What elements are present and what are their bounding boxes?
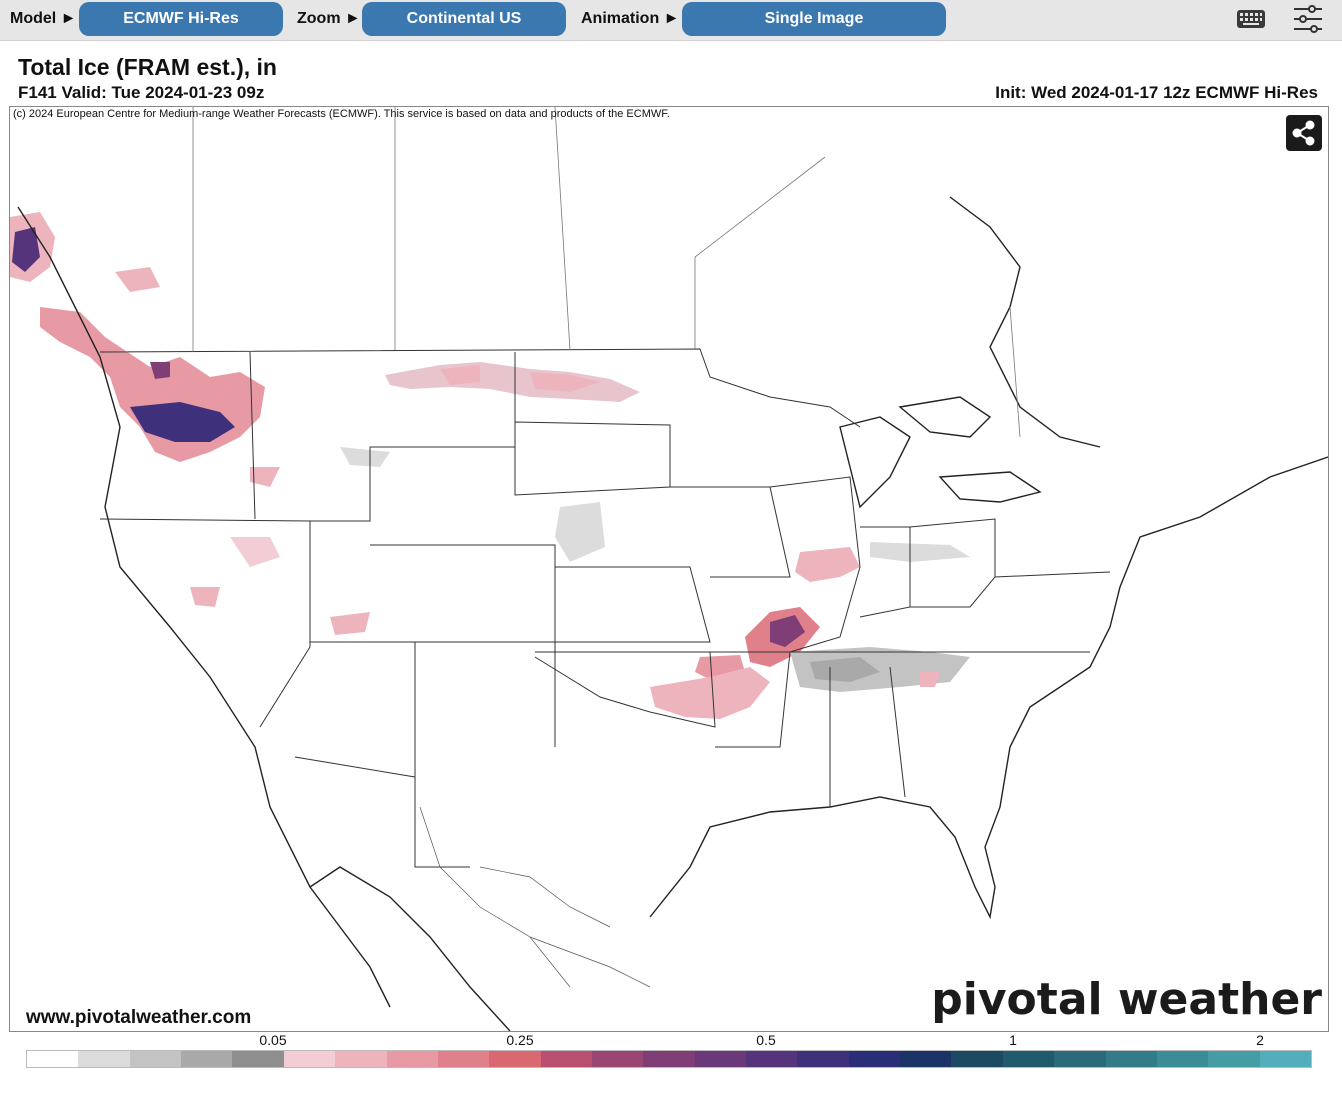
map-title: Total Ice (FRAM est.), in	[18, 54, 277, 80]
colorbar-label: 0.5	[756, 1032, 776, 1048]
colorbar-swatch	[437, 1051, 490, 1067]
keyboard-icon[interactable]	[1236, 9, 1266, 34]
colorbar-swatch	[591, 1051, 644, 1067]
colorbar-swatch	[540, 1051, 592, 1067]
colorbar-swatch	[1054, 1051, 1106, 1067]
site-url: www.pivotalweather.com	[26, 1007, 252, 1028]
sliders-icon[interactable]	[1292, 4, 1324, 39]
zoom-label: Zoom ►	[297, 10, 361, 27]
share-icon	[1292, 120, 1315, 146]
mexico-borders-layer	[419, 806, 651, 988]
colorbar-swatch	[27, 1051, 79, 1067]
colorbar-label: 0.25	[506, 1032, 534, 1048]
animation-label: Animation ►	[581, 10, 680, 27]
colorbar-labels: 0.05 0.25 0.5 1 2	[0, 1032, 1342, 1050]
colorbar-swatch	[1002, 1051, 1055, 1067]
colorbar-swatch	[746, 1051, 798, 1067]
colorbar-swatch	[283, 1051, 336, 1067]
colorbar-swatch	[951, 1051, 1003, 1067]
forecast-map[interactable]: (c) 2024 European Centre for Medium-rang…	[9, 106, 1329, 1032]
colorbar-label: 2	[1256, 1032, 1264, 1048]
coastlines-layer	[17, 196, 1328, 1031]
colorbar-swatch	[848, 1051, 901, 1067]
colorbar-swatch	[181, 1051, 233, 1067]
colorbar-swatch	[1259, 1051, 1311, 1067]
colorbar-swatch	[232, 1051, 284, 1067]
colorbar-swatch	[643, 1051, 695, 1067]
model-select-button[interactable]: ECMWF Hi-Res	[79, 2, 283, 36]
colorbar	[26, 1050, 1312, 1068]
share-button[interactable]	[1286, 115, 1322, 151]
zoom-select-button[interactable]: Continental US	[362, 2, 566, 36]
colorbar-swatch	[1156, 1051, 1209, 1067]
colorbar-swatch	[1208, 1051, 1260, 1067]
colorbar-label: 0.05	[259, 1032, 287, 1048]
colorbar-swatch	[694, 1051, 747, 1067]
colorbar-swatch	[1105, 1051, 1157, 1067]
canada-borders-layer	[192, 107, 1021, 438]
colorbar-swatch	[335, 1051, 387, 1067]
model-label: Model ►	[10, 10, 77, 27]
ice-accumulation-layer	[10, 212, 970, 719]
animation-select-button[interactable]: Single Image	[682, 2, 946, 36]
init-time: Init: Wed 2024-01-17 12z ECMWF Hi-Res	[995, 83, 1318, 102]
colorbar-swatch	[386, 1051, 438, 1067]
map-graphic	[10, 107, 1328, 1031]
brand-logo: pivotal weather	[931, 974, 1322, 1025]
colorbar-swatch	[129, 1051, 182, 1067]
colorbar-label: 1	[1009, 1032, 1017, 1048]
top-toolbar: Model ► ECMWF Hi-Res Zoom ► Continental …	[0, 0, 1342, 41]
state-borders-layer	[99, 348, 1111, 868]
colorbar-swatch	[797, 1051, 849, 1067]
colorbar-swatch	[900, 1051, 952, 1067]
colorbar-swatch	[489, 1051, 541, 1067]
valid-time: F141 Valid: Tue 2024-01-23 09z	[18, 83, 265, 102]
copyright-notice: (c) 2024 European Centre for Medium-rang…	[13, 108, 670, 120]
colorbar-swatch	[78, 1051, 130, 1067]
